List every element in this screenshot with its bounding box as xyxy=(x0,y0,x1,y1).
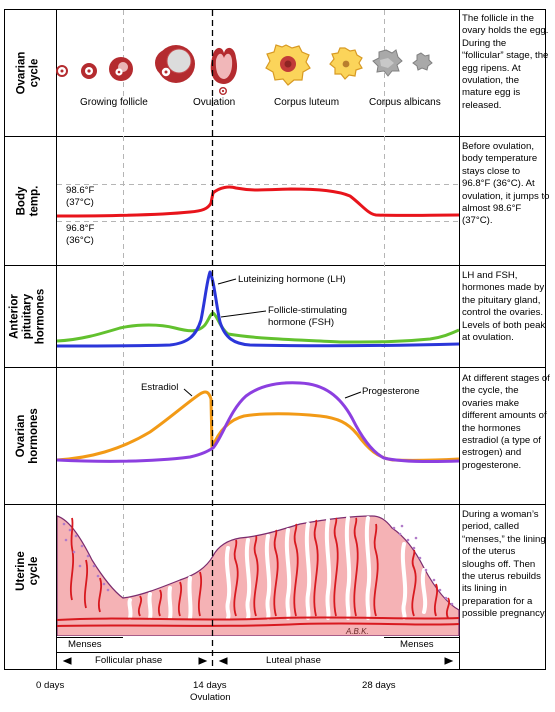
ovary-stages xyxy=(56,44,433,95)
corpus-albicans-large xyxy=(372,49,403,77)
menses-right-label: Menses xyxy=(400,639,434,650)
follicular-phase-label: Follicular phase xyxy=(95,655,163,666)
row-label-pituitary-hormones: Anterior pituitary hormones xyxy=(8,288,47,345)
row-label-body-temp: Body temp. xyxy=(14,185,40,217)
day-0-label: 0 days xyxy=(36,680,65,691)
uterine-vessels xyxy=(69,517,451,619)
basal-vessels xyxy=(57,616,460,627)
corpus-luteum-large xyxy=(265,44,311,86)
fsh-label: Follicle-stimulating hormone (FSH) xyxy=(268,305,347,328)
artist-signature: A.B.K. xyxy=(346,627,369,636)
temperature-reference-lines xyxy=(57,184,459,222)
annotation-leaders xyxy=(183,278,362,399)
temperature-high-label: 98.6°F (37°C) xyxy=(66,185,95,208)
day-28-label: 28 days xyxy=(362,680,396,691)
fsh-curve xyxy=(56,311,460,344)
row-label-ovarian-hormones: Ovarian hormones xyxy=(15,408,40,464)
diagram-frame xyxy=(4,9,546,670)
label-growing-follicle: Growing follicle xyxy=(80,97,148,108)
day-14-label: 14 days xyxy=(193,680,227,691)
follicle-stage-2 xyxy=(81,63,97,79)
row-label-uterine-cycle: Uterine cycle xyxy=(15,551,40,591)
follicle-stage-1 xyxy=(56,65,68,77)
estradiol-label: Estradiol xyxy=(141,382,179,393)
label-corpus-albicans: Corpus albicans xyxy=(369,97,441,108)
phase-arrows xyxy=(62,657,454,665)
follicle-stage-5 xyxy=(157,45,195,83)
uterine-lining xyxy=(57,515,460,636)
day-guides xyxy=(123,10,385,620)
ovulation-day-label: Ovulation xyxy=(190,692,231,703)
progesterone-curve xyxy=(56,381,460,464)
row-label-ovarian-cycle: Ovarian cycle xyxy=(14,51,40,95)
lh-curve xyxy=(56,270,460,348)
temperature-low-label: 96.8°F (36°C) xyxy=(66,223,95,246)
lh-label: Luteinizing hormone (LH) xyxy=(238,274,346,285)
uterine-glands xyxy=(127,516,428,620)
luteal-phase-label: Luteal phase xyxy=(266,655,321,666)
corpus-luteum-small xyxy=(329,47,363,80)
description-ovarian-hormones: At different stages of the cycle, the ov… xyxy=(462,373,550,471)
description-ovarian-cycle: The follicle in the ovary holds the egg.… xyxy=(462,13,549,111)
corpus-albicans-small xyxy=(412,52,433,71)
description-body-temp: Before ovulation, body temperature stays… xyxy=(462,141,550,227)
menses-left-label: Menses xyxy=(68,639,102,650)
description-uterine-cycle: During a woman’s period, called “menses,… xyxy=(462,509,547,620)
ovulation-follicle xyxy=(210,47,238,95)
progesterone-label: Progesterone xyxy=(362,386,420,397)
menstrual-debris xyxy=(62,522,454,606)
follicle-stage-3 xyxy=(109,57,133,81)
menses-boxes xyxy=(57,637,459,653)
description-pituitary-hormones: LH and FSH, hormones made by the pituita… xyxy=(462,270,546,344)
label-ovulation-stage: Ovulation xyxy=(193,97,236,108)
estradiol-curve xyxy=(56,390,460,462)
label-corpus-luteum: Corpus luteum xyxy=(274,97,340,108)
temperature-curve xyxy=(56,185,460,218)
